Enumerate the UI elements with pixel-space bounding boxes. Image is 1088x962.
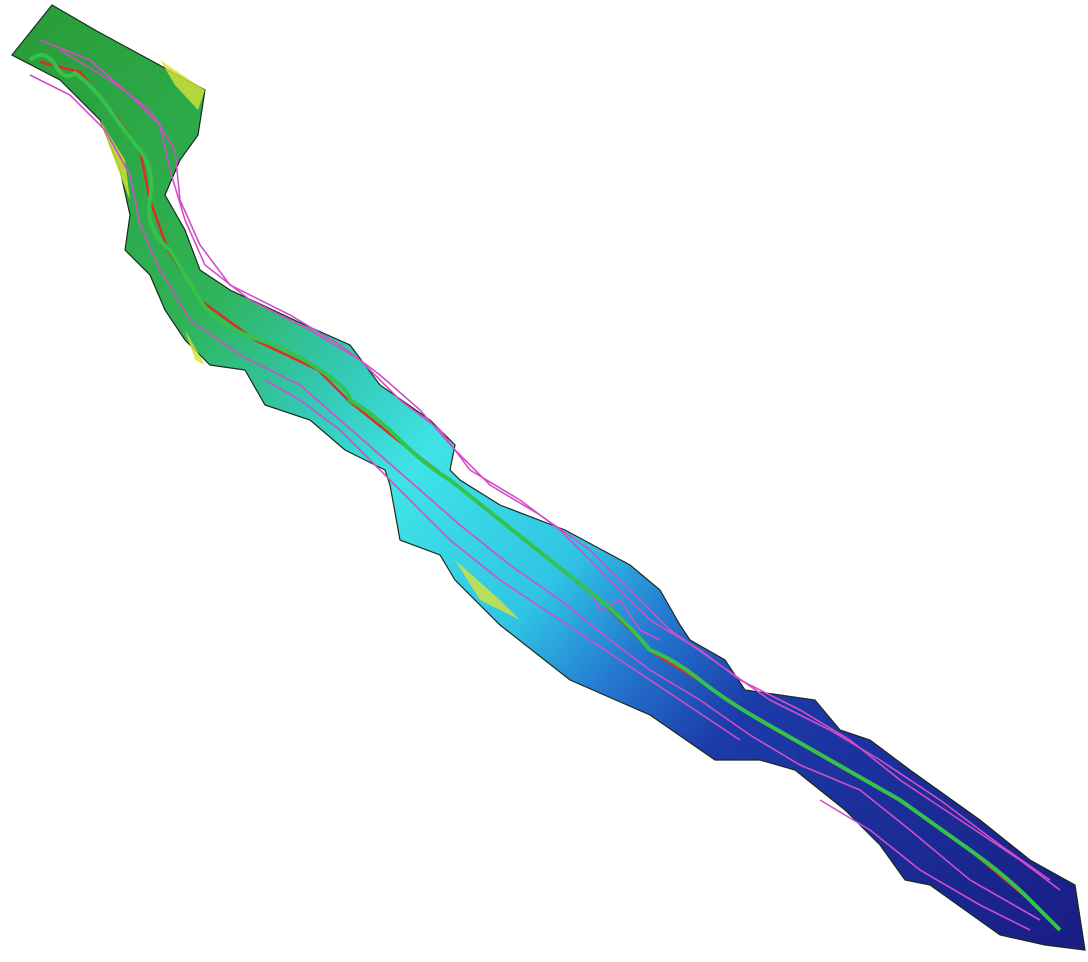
river-terrain-map <box>0 0 1088 962</box>
page: (() => { const data = JSON.parse(documen… <box>0 0 1088 962</box>
